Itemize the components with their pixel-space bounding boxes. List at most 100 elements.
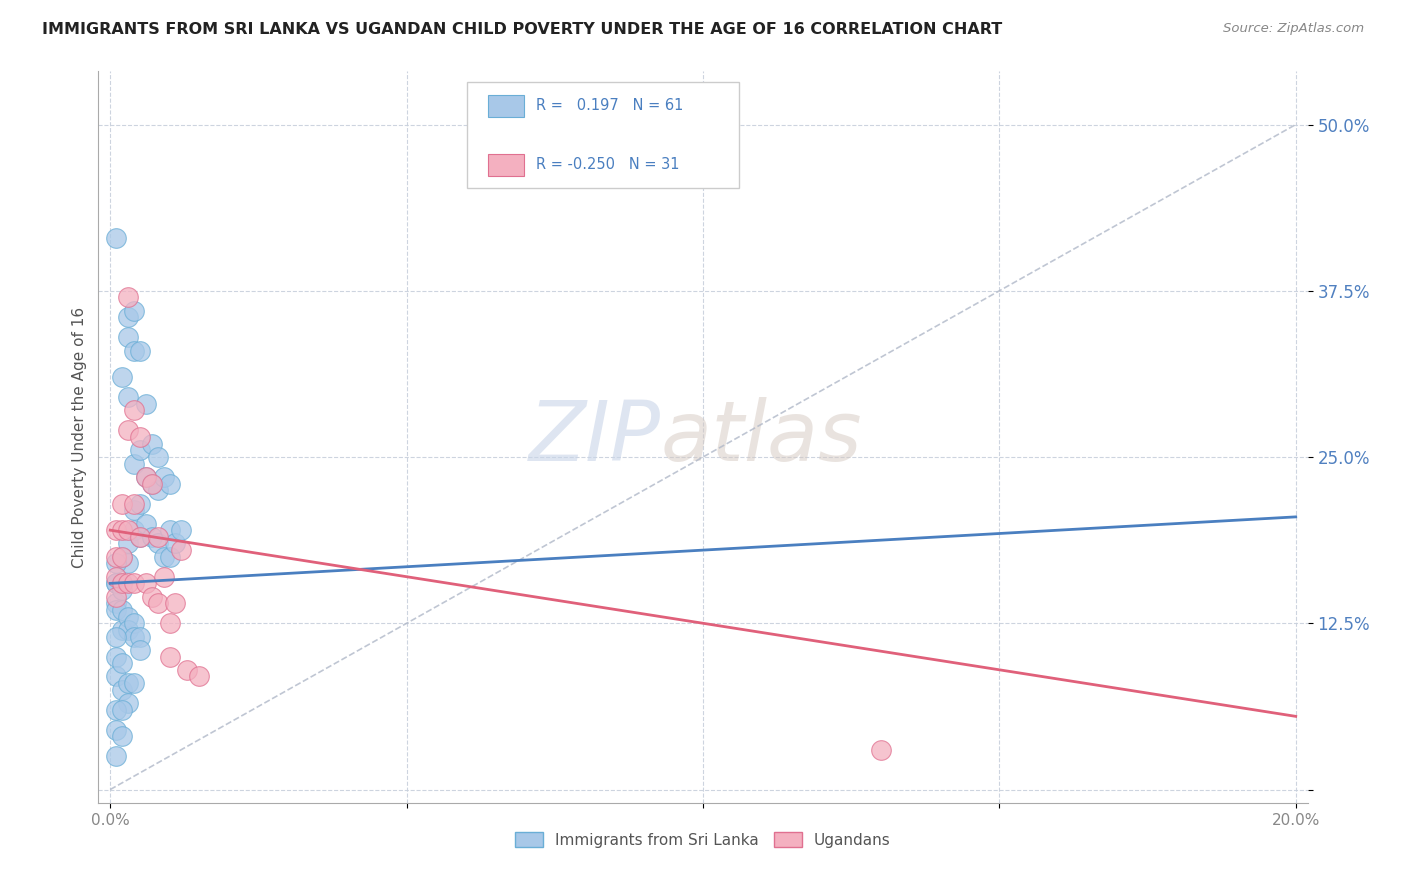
Point xyxy=(117,523,139,537)
Point xyxy=(170,523,193,537)
Point xyxy=(135,470,157,484)
Text: atlas: atlas xyxy=(661,397,862,477)
Y-axis label: Child Poverty Under the Age of 16: Child Poverty Under the Age of 16 xyxy=(72,307,87,567)
Point xyxy=(117,310,139,325)
Point xyxy=(129,497,152,511)
Point xyxy=(105,576,128,591)
Point xyxy=(111,497,134,511)
Point xyxy=(122,503,145,517)
Point xyxy=(122,523,145,537)
Point xyxy=(146,483,169,498)
Legend: Immigrants from Sri Lanka, Ugandans: Immigrants from Sri Lanka, Ugandans xyxy=(509,825,897,854)
Point xyxy=(105,570,128,584)
Point xyxy=(152,549,174,564)
Point xyxy=(105,590,128,604)
Point xyxy=(129,530,152,544)
Text: Source: ZipAtlas.com: Source: ZipAtlas.com xyxy=(1223,22,1364,36)
Bar xyxy=(488,95,524,117)
Point xyxy=(129,643,152,657)
Point xyxy=(105,523,128,537)
Point xyxy=(129,443,152,458)
Point xyxy=(111,523,134,537)
Point xyxy=(122,676,145,690)
Point xyxy=(111,576,134,591)
Point xyxy=(170,543,193,558)
Point xyxy=(105,549,128,564)
Point xyxy=(129,630,152,644)
Point xyxy=(111,703,134,717)
Point xyxy=(117,696,139,710)
Text: IMMIGRANTS FROM SRI LANKA VS UGANDAN CHILD POVERTY UNDER THE AGE OF 16 CORRELATI: IMMIGRANTS FROM SRI LANKA VS UGANDAN CHI… xyxy=(42,22,1002,37)
Point xyxy=(122,403,145,417)
Point xyxy=(129,530,152,544)
Point xyxy=(129,343,152,358)
Point xyxy=(117,330,139,344)
Text: R = -0.250   N = 31: R = -0.250 N = 31 xyxy=(536,158,679,172)
Point xyxy=(176,663,198,677)
FancyBboxPatch shape xyxy=(467,82,740,188)
Point xyxy=(111,682,134,697)
Point xyxy=(105,557,128,571)
Point xyxy=(165,536,187,550)
Point xyxy=(122,497,145,511)
Point xyxy=(141,530,163,544)
Point xyxy=(146,530,169,544)
Point xyxy=(117,536,139,550)
Point xyxy=(117,623,139,637)
Point xyxy=(117,609,139,624)
Point xyxy=(105,649,128,664)
Point xyxy=(111,370,134,384)
Point xyxy=(105,596,128,610)
Point xyxy=(159,549,181,564)
Point xyxy=(117,290,139,304)
Point xyxy=(117,424,139,438)
Point xyxy=(105,630,128,644)
Point xyxy=(135,397,157,411)
Point xyxy=(111,576,134,591)
Point xyxy=(122,630,145,644)
Point xyxy=(111,582,134,597)
Point xyxy=(135,576,157,591)
Point xyxy=(111,603,134,617)
Point xyxy=(165,596,187,610)
Point xyxy=(152,570,174,584)
Point xyxy=(122,457,145,471)
Point xyxy=(159,649,181,664)
Point xyxy=(117,676,139,690)
Text: ZIP: ZIP xyxy=(529,397,661,477)
Point xyxy=(105,669,128,683)
Point xyxy=(135,516,157,531)
Point xyxy=(146,536,169,550)
Point xyxy=(159,523,181,537)
Point xyxy=(135,470,157,484)
Point xyxy=(159,476,181,491)
Point xyxy=(141,436,163,450)
Point xyxy=(159,616,181,631)
Point xyxy=(146,450,169,464)
Point xyxy=(122,303,145,318)
Point xyxy=(122,576,145,591)
Point xyxy=(141,590,163,604)
Point xyxy=(117,576,139,591)
Point xyxy=(152,470,174,484)
Point xyxy=(111,729,134,743)
Point xyxy=(141,476,163,491)
Point xyxy=(141,476,163,491)
Point xyxy=(105,603,128,617)
Point xyxy=(129,430,152,444)
Point xyxy=(105,749,128,764)
Point xyxy=(111,549,134,564)
Point xyxy=(117,390,139,404)
Point xyxy=(105,703,128,717)
Point xyxy=(122,343,145,358)
Text: R =   0.197   N = 61: R = 0.197 N = 61 xyxy=(536,98,683,113)
Point xyxy=(105,723,128,737)
Point xyxy=(105,230,128,244)
Bar xyxy=(488,154,524,176)
Point xyxy=(111,656,134,670)
Point xyxy=(111,549,134,564)
Point xyxy=(117,557,139,571)
Point xyxy=(111,623,134,637)
Point xyxy=(188,669,211,683)
Point xyxy=(146,596,169,610)
